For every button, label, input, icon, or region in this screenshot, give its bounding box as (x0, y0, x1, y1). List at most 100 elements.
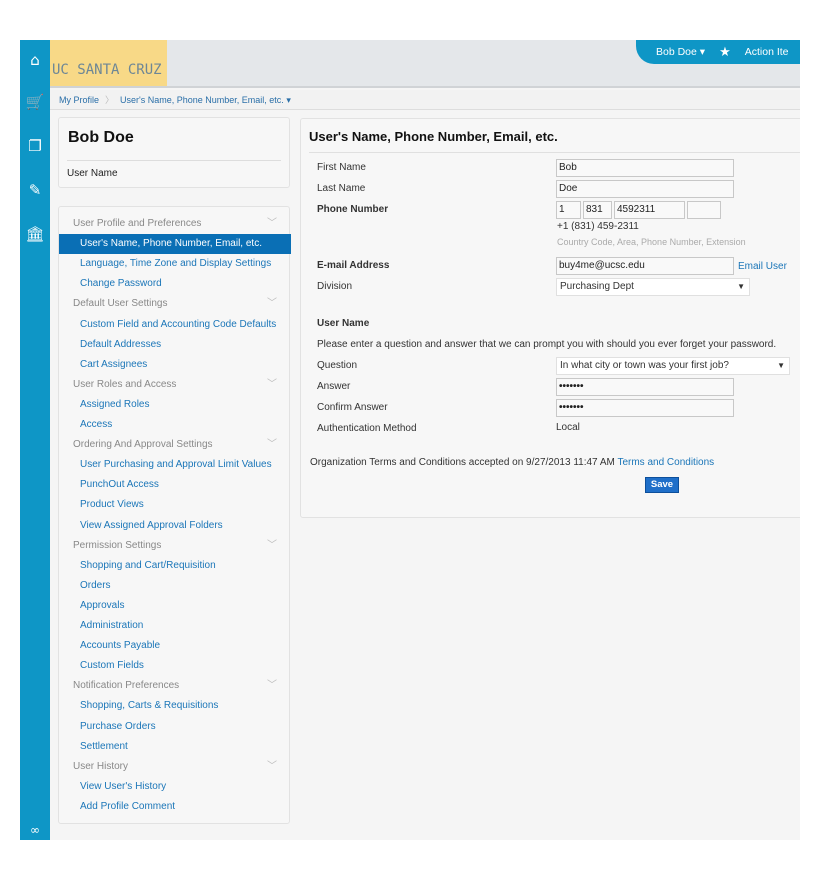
page-title: User's Name, Phone Number, Email, etc. (309, 129, 558, 144)
nav-item[interactable]: Accounts Payable (59, 636, 291, 656)
phone-country-input[interactable]: 1 (556, 201, 581, 219)
binoculars-icon[interactable]: ∞ (30, 823, 40, 837)
chevron-down-icon[interactable]: ﹀ (267, 378, 277, 390)
answer-input[interactable]: ••••••• (556, 378, 734, 396)
username-heading: User Name (317, 318, 370, 329)
nav-item[interactable]: Product Views (59, 495, 291, 515)
nav-item[interactable]: Approvals (59, 596, 291, 616)
nav-item[interactable]: Purchase Orders (59, 717, 291, 737)
nav-item[interactable]: User's Name, Phone Number, Email, etc. (59, 234, 291, 255)
documents-icon[interactable]: ❐ (28, 137, 42, 155)
nav-item[interactable]: Add Profile Comment (59, 797, 291, 817)
nav-item[interactable]: View Assigned Approval Folders (59, 516, 291, 536)
edit-icon[interactable]: ✎ (28, 181, 42, 199)
user-full-name: Bob Doe (68, 129, 134, 146)
header: UC SANTA CRUZ Bob Doe ▾ ★ Action Ite (50, 40, 800, 88)
nav-label: User's Name, Phone Number, Email, etc. (80, 238, 262, 250)
nav-item[interactable]: Administration (59, 616, 291, 636)
division-select[interactable]: Purchasing Dept ▼ (556, 278, 750, 296)
last-name-input[interactable]: Doe (556, 180, 734, 198)
bank-icon[interactable]: 🏛 (25, 225, 45, 243)
nav-item[interactable]: Custom Field and Accounting Code Default… (59, 315, 291, 335)
chevron-down-icon[interactable]: ﹀ (267, 298, 277, 310)
nav-label: Accounts Payable (80, 640, 161, 652)
nav-label: Orders (80, 579, 111, 591)
nav-item[interactable]: Orders (59, 576, 291, 596)
nav-group-header[interactable]: Permission Settings ﹀ (59, 536, 291, 556)
phone-extension-input[interactable] (687, 201, 721, 219)
user-card: Bob Doe User Name (58, 117, 290, 188)
nav-item[interactable]: Shopping and Cart/Requisition (59, 556, 291, 576)
nav-item[interactable]: Default Addresses (59, 335, 291, 355)
user-menu[interactable]: Bob Doe ▾ (656, 46, 706, 58)
nav-label: PunchOut Access (80, 479, 159, 491)
nav-item[interactable]: Change Password (59, 274, 291, 294)
dropdown-arrow-icon: ▼ (737, 282, 745, 291)
nav-group-header[interactable]: User History ﹀ (59, 757, 291, 777)
email-user-link[interactable]: Email User (738, 261, 787, 272)
nav-item[interactable]: Settlement (59, 737, 291, 757)
profile-nav: User Profile and Preferences ﹀ User's Name… (58, 206, 291, 824)
phone-number-input[interactable]: 4592311 (614, 201, 685, 219)
action-items-link[interactable]: Action Ite (744, 46, 789, 58)
question-intro: Please enter a question and answer that … (317, 339, 777, 350)
nav-label: Default User Settings (73, 298, 168, 310)
nav-item[interactable]: View User's History (59, 777, 291, 797)
star-icon[interactable]: ★ (719, 44, 731, 59)
nav-label: Custom Fields (80, 660, 144, 672)
confirm-answer-label: Confirm Answer (317, 402, 388, 413)
nav-group-header[interactable]: Notification Preferences ﹀ (59, 676, 291, 696)
nav-label: User Roles and Access (73, 378, 177, 390)
logo[interactable]: UC SANTA CRUZ (50, 40, 167, 86)
nav-item[interactable]: Cart Assignees (59, 355, 291, 375)
nav-label: Cart Assignees (80, 358, 148, 370)
nav-label: Product Views (80, 499, 144, 511)
chevron-down-icon[interactable]: ﹀ (267, 680, 277, 692)
nav-label: Custom Field and Accounting Code Default… (80, 318, 277, 330)
breadcrumb-my-profile[interactable]: My Profile (59, 95, 100, 105)
nav-item[interactable]: PunchOut Access (59, 475, 291, 495)
chevron-down-icon[interactable]: ﹀ (267, 539, 277, 551)
nav-label: Default Addresses (80, 338, 162, 350)
nav-label: Permission Settings (73, 539, 162, 551)
user-tab: Bob Doe ▾ ★ Action Ite (636, 40, 800, 64)
nav-item[interactable]: Assigned Roles (59, 395, 291, 415)
nav-group-header[interactable]: Default User Settings ﹀ (59, 294, 291, 314)
divider (67, 160, 281, 161)
nav-label: Approvals (80, 599, 125, 611)
nav-item[interactable]: Custom Fields (59, 656, 291, 676)
nav-item[interactable]: Shopping, Carts & Requisitions (59, 696, 291, 716)
nav-group-header[interactable]: User Roles and Access ﹀ (59, 375, 291, 395)
phone-area-input[interactable]: 831 (583, 201, 612, 219)
nav-label: View Assigned Approval Folders (80, 519, 223, 531)
chevron-down-icon[interactable]: ﹀ (267, 218, 277, 229)
app: ⌂ 🛒 ❐ ✎ 🏛 ∞ UC SANTA CRUZ Bob Doe ▾ ★ Ac… (20, 40, 800, 840)
nav-label: User Profile and Preferences (73, 218, 202, 229)
nav-label: Shopping, Carts & Requisitions (80, 700, 219, 712)
phone-formatted: +1 (831) 459-2311 (557, 221, 639, 232)
first-name-input[interactable]: Bob (556, 159, 734, 177)
nav-label: Ordering And Approval Settings (73, 439, 213, 451)
main-panel: User's Name, Phone Number, Email, etc. F… (300, 118, 800, 518)
nav-label: Administration (80, 620, 144, 631)
nav-item[interactable]: Language, Time Zone and Display Settings (59, 254, 291, 274)
chevron-down-icon[interactable]: ﹀ (267, 760, 277, 772)
cart-icon[interactable]: 🛒 (25, 93, 45, 111)
terms-text: Organization Terms and Conditions accept… (310, 457, 714, 468)
breadcrumb-current[interactable]: User's Name, Phone Number, Email, etc. ▾ (120, 95, 291, 105)
chevron-down-icon[interactable]: ﹀ (267, 439, 277, 451)
email-input[interactable]: buy4me@ucsc.edu (556, 257, 734, 275)
nav-item[interactable]: User Purchasing and Approval Limit Value… (59, 455, 291, 475)
home-icon[interactable]: ⌂ (30, 51, 40, 69)
nav-item[interactable]: Access (59, 415, 291, 435)
dropdown-arrow-icon: ▼ (777, 361, 785, 370)
nav-group-header[interactable]: Ordering And Approval Settings ﹀ (59, 435, 291, 455)
save-button[interactable]: Save (645, 477, 679, 493)
question-select[interactable]: In what city or town was your first job?… (556, 357, 790, 375)
nav-label: Notification Preferences (73, 680, 180, 692)
terms-link[interactable]: Terms and Conditions (617, 457, 715, 468)
nav-group-header[interactable]: User Profile and Preferences ﹀ (59, 214, 291, 234)
breadcrumb-current-label: User's Name, Phone Number, Email, etc. (120, 95, 284, 105)
confirm-answer-input[interactable]: ••••••• (556, 399, 734, 417)
question-value: In what city or town was your first job? (560, 360, 729, 371)
